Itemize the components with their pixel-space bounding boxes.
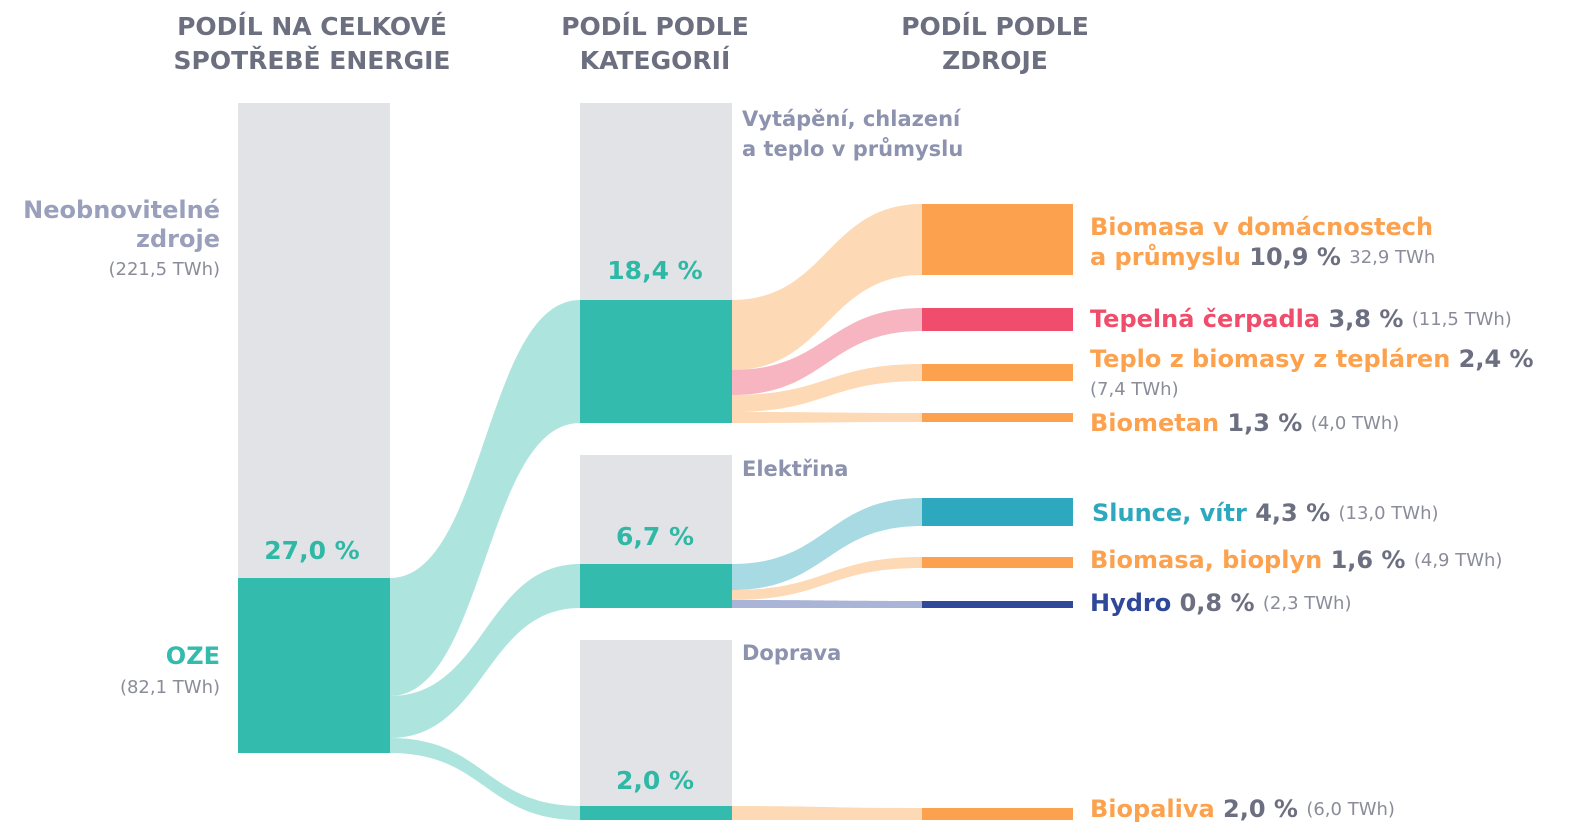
category-share-bar [580,806,732,820]
source-label: Tepelná čerpadla 3,8 % (11,5 TWh) [1090,305,1512,333]
category-share: 18,4 % [607,256,702,285]
source-amount: (11,5 TWh) [1412,309,1512,330]
column-title: SPOTŘEBĚ ENERGIE [173,46,450,75]
source-bar [922,413,1073,422]
nonrenewable-label: Neobnovitelné [23,196,220,224]
source-bar [922,204,1073,275]
flow [390,738,580,820]
column-title: PODÍL PODLE [901,12,1089,41]
source-bar [922,498,1073,526]
category-label: Vytápění, chlazení [742,107,962,131]
source-name: Biomasa v domácnostech [1090,213,1433,241]
source-name: Biopaliva [1090,795,1215,823]
source-label: Biopaliva 2,0 % (6,0 TWh) [1090,795,1395,823]
category-share: 2,0 % [616,766,694,795]
source-share: 4,3 % [1255,499,1330,527]
renewable-label: OZE [166,642,220,670]
flows [390,204,922,820]
nonrenewable-bar [238,103,390,578]
source-label: a průmyslu 10,9 % 32,9 TWh [1090,243,1435,271]
source-amount: (13,0 TWh) [1338,503,1438,524]
source-label: Biometan 1,3 % (4,0 TWh) [1090,409,1399,437]
source-name: a průmyslu [1090,243,1241,271]
flow [732,557,922,600]
source-name: Biomasa, bioplyn [1090,546,1322,574]
flow [732,308,922,395]
renewable-amount: (82,1 TWh) [120,677,220,698]
source-bar [922,364,1073,381]
category-share: 6,7 % [616,522,694,551]
source-amount: (7,4 TWh) [1090,379,1179,400]
column-title: ZDROJE [942,46,1048,75]
source-amount: (4,9 TWh) [1414,550,1503,571]
nonrenewable-amount: (221,5 TWh) [109,259,221,280]
column-title: PODÍL NA CELKOVÉ [177,12,447,41]
category-share-bar [580,300,732,423]
source-name: Tepelná čerpadla [1090,305,1320,333]
flow [732,498,922,590]
renewable-bar [238,578,390,753]
flow [732,806,922,820]
source-amount: (6,0 TWh) [1306,799,1395,820]
source-amount: (2,3 TWh) [1263,593,1352,614]
source-bar [922,601,1073,608]
column-title: KATEGORIÍ [580,46,731,75]
source-name: Slunce, vítr [1092,499,1247,527]
source-share: 1,6 % [1331,546,1406,574]
flow [732,412,922,423]
source-share: 2,4 % [1459,345,1534,373]
category-bar [580,103,732,300]
source-name: Hydro [1090,589,1171,617]
source-label: Teplo z biomasy z tepláren 2,4 % [1090,345,1534,373]
source-label: Biomasa, bioplyn 1,6 % (4,9 TWh) [1090,546,1502,574]
source-share: 0,8 % [1180,589,1255,617]
flow [732,364,922,412]
source-share: 10,9 % [1249,243,1341,271]
source-name: Biometan [1090,409,1219,437]
category-label: Doprava [742,641,841,665]
source-share: 1,3 % [1227,409,1302,437]
nonrenewable-label: zdroje [136,225,220,253]
source-name: Teplo z biomasy z tepláren [1090,345,1450,373]
source-label: Slunce, vítr 4,3 % (13,0 TWh) [1092,499,1439,527]
category-bar [580,640,732,806]
category-label: Elektřina [742,457,848,481]
flow [390,300,580,696]
source-share: 3,8 % [1328,305,1403,333]
flow [390,564,580,738]
source-bar [922,557,1073,568]
category-share-bar [580,564,732,608]
flow [732,600,922,608]
flow [732,204,922,370]
renewable-share: 27,0 % [264,536,359,565]
source-label: Hydro 0,8 % (2,3 TWh) [1090,589,1351,617]
column-title: PODÍL PODLE [561,12,749,41]
source-share: 2,0 % [1223,795,1298,823]
source-bar [922,308,1073,331]
source-amount: 32,9 TWh [1349,247,1435,268]
source-bar [922,808,1073,820]
source-amount: (4,0 TWh) [1311,413,1400,434]
category-label: a teplo v průmyslu [742,137,963,161]
category-bar [580,455,732,564]
